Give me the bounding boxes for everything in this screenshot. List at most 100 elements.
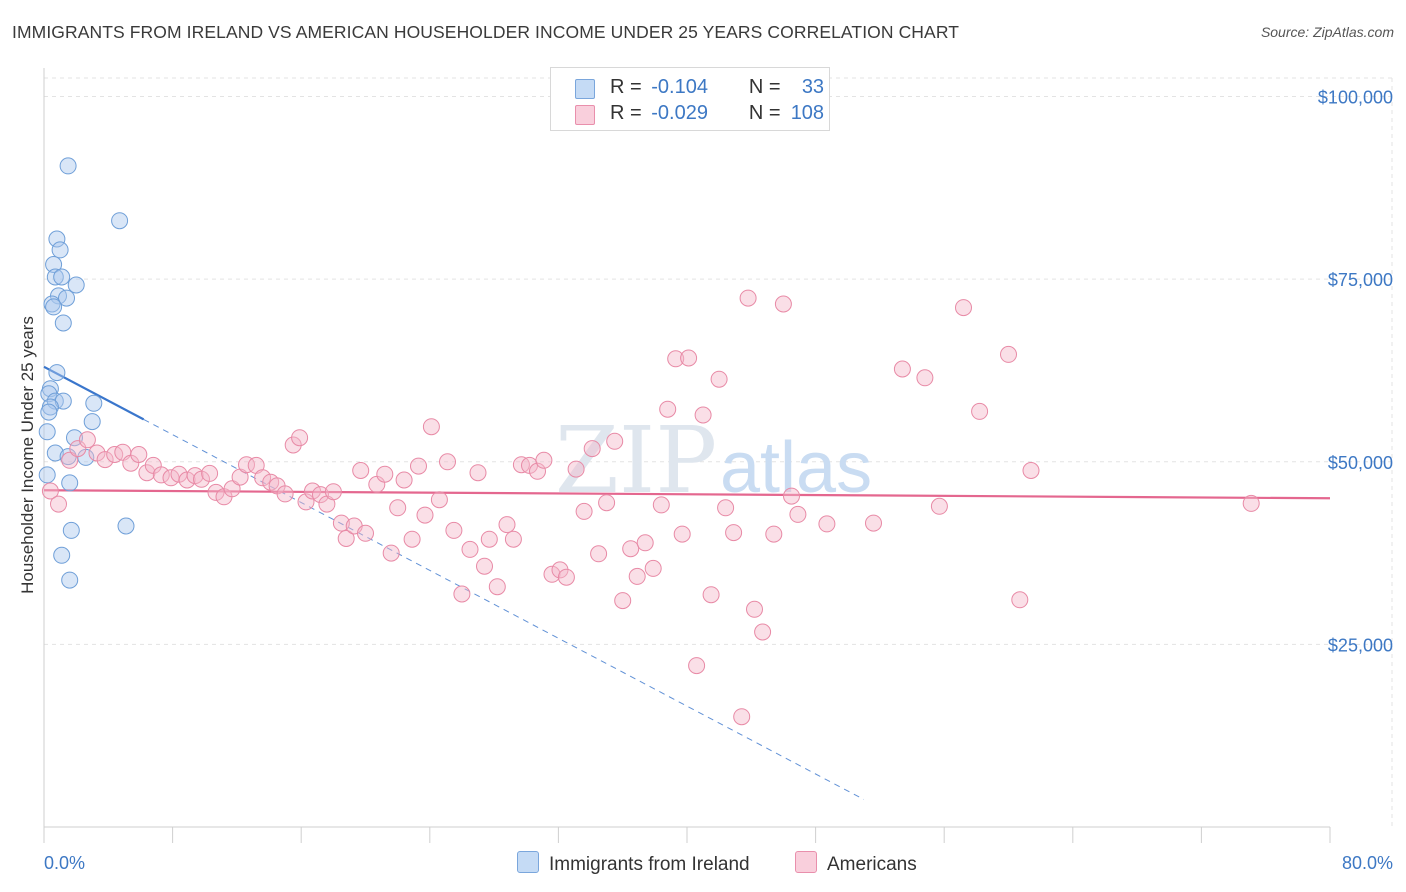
data-points [38, 157, 1260, 726]
bottom-legend-americans: Americans [795, 851, 917, 876]
data-point [324, 483, 342, 501]
data-point [382, 544, 400, 562]
data-point [598, 494, 616, 512]
legend-swatch-americans [575, 105, 595, 125]
data-point [50, 495, 67, 513]
data-point [138, 464, 156, 482]
data-point [297, 493, 315, 511]
data-point [789, 505, 807, 523]
data-point [1011, 591, 1029, 609]
data-point [971, 402, 989, 420]
data-point [284, 436, 302, 454]
data-point [395, 471, 413, 489]
data-point [111, 212, 129, 230]
data-point [312, 486, 329, 504]
data-point [45, 256, 63, 273]
data-point [332, 514, 350, 532]
source-note: Source: ZipAtlas.com [1260, 24, 1394, 40]
data-point [46, 444, 64, 462]
data-point [61, 474, 79, 492]
data-point [659, 400, 677, 418]
data-point [61, 451, 79, 469]
gridlines [44, 77, 1393, 827]
bottom-legend-swatch-ireland [517, 851, 539, 873]
data-point [48, 364, 66, 382]
data-point [201, 464, 219, 482]
data-point [376, 465, 394, 483]
data-point [476, 557, 493, 575]
legend-n-value-ireland: 33 [801, 76, 825, 98]
data-point [1242, 494, 1260, 512]
legend-text-ireland: R = -0.104 N = 33 [610, 76, 824, 99]
data-point [357, 524, 374, 542]
data-point [575, 502, 593, 520]
series-ireland [38, 157, 135, 589]
bottom-legend-label-americans: Americans [827, 854, 917, 875]
data-point [636, 534, 654, 552]
correlation-legend: R = -0.104 N = 33 R = -0.029 N = 108 [550, 67, 830, 131]
bottom-legend-ireland: Immigrants from Ireland [517, 851, 750, 876]
data-point [304, 482, 321, 500]
data-point [238, 456, 255, 474]
data-point [529, 462, 546, 480]
y-tick-label: $25,000 [1328, 635, 1393, 655]
data-point [557, 568, 575, 586]
x-tick-label: 80.0% [1342, 853, 1393, 873]
data-point [61, 571, 79, 589]
data-point [1000, 345, 1017, 363]
data-point [469, 464, 487, 482]
data-point [67, 276, 85, 294]
y-tick-label: $75,000 [1328, 270, 1393, 290]
legend-n-label: N = [748, 76, 781, 98]
data-point [152, 466, 170, 484]
data-point [53, 268, 71, 286]
legend-r-value-americans: -0.029 [651, 102, 708, 124]
data-point [130, 446, 148, 463]
data-point [955, 299, 972, 317]
data-point [488, 578, 506, 596]
data-point [694, 406, 712, 424]
legend-text-americans: R = -0.029 N = 108 [610, 102, 824, 125]
data-point [54, 314, 72, 332]
data-point [389, 499, 407, 517]
data-point [746, 600, 763, 618]
data-point [652, 496, 670, 514]
data-point [622, 540, 640, 558]
data-point [480, 530, 498, 548]
data-point [774, 295, 792, 313]
legend-n-value-americans: 108 [790, 102, 825, 124]
data-point [51, 241, 69, 259]
data-point [416, 506, 434, 524]
data-point [710, 370, 728, 388]
data-point [223, 480, 241, 498]
data-point [40, 385, 58, 403]
data-point [717, 499, 735, 517]
data-point [117, 517, 135, 535]
data-point [702, 586, 720, 604]
chart-title: IMMIGRANTS FROM IRELAND VS AMERICAN HOUS… [12, 22, 960, 42]
watermark-zip: ZIP [555, 407, 717, 514]
data-point [725, 524, 743, 542]
data-point [667, 350, 685, 368]
legend-r-label: R = [610, 102, 642, 124]
data-point [422, 418, 440, 436]
data-point [543, 565, 561, 583]
data-point [673, 525, 691, 543]
data-point [733, 708, 751, 726]
data-point [430, 491, 448, 509]
data-point [59, 157, 77, 175]
trend-ireland [43, 365, 145, 421]
data-point [403, 530, 421, 548]
data-point [38, 423, 56, 441]
data-point [551, 561, 569, 579]
data-point [62, 521, 80, 539]
legend-r-label: R = [610, 76, 642, 98]
trend-lines [43, 365, 1331, 800]
y-tick-label: $50,000 [1328, 453, 1393, 473]
data-point [69, 440, 87, 458]
data-point [1022, 462, 1040, 479]
series-americans [41, 289, 1260, 726]
trend-ireland-extrapolated [143, 418, 865, 800]
data-point [439, 453, 456, 471]
